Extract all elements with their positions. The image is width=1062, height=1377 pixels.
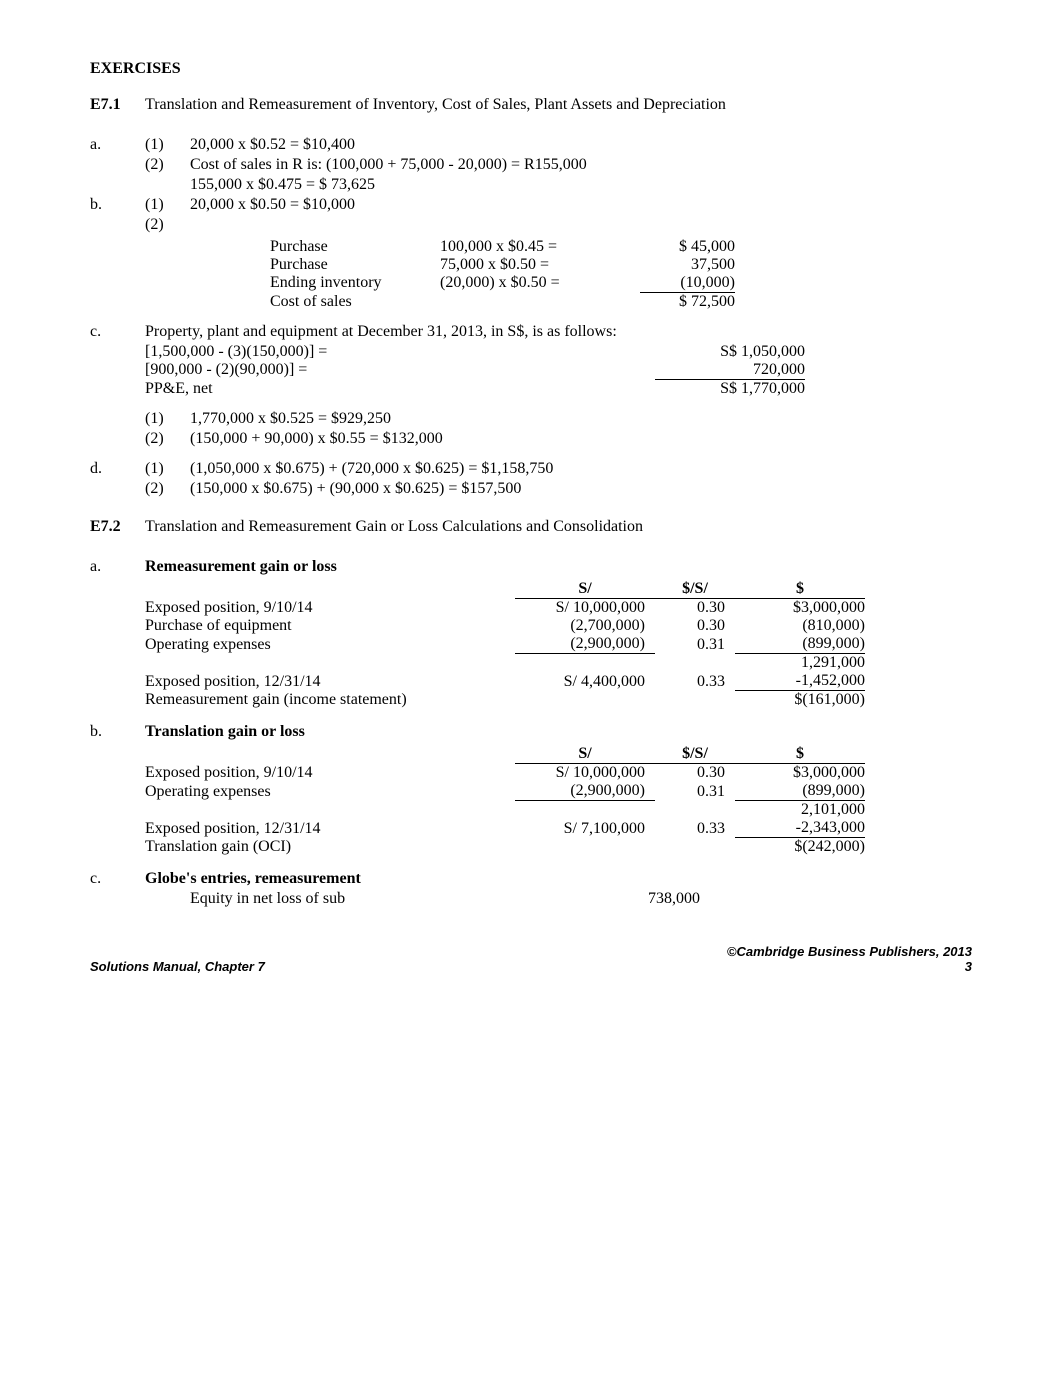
rb-heading: Translation gain or loss <box>145 723 305 740</box>
exercises-heading: EXERCISES <box>90 60 972 78</box>
cell: Equity in net loss of sub <box>190 890 590 908</box>
item-c-label: c. <box>90 323 145 341</box>
item-a2-num: (2) <box>145 156 190 174</box>
item-a2-text: Cost of sales in R is: (100,000 + 75,000… <box>190 156 972 174</box>
e72-num: E7.2 <box>90 518 145 536</box>
ra-heading: Remeasurement gain or loss <box>145 558 337 575</box>
cell: (899,000) <box>735 635 865 654</box>
cell: 0.31 <box>655 783 735 801</box>
rb-label: b. <box>90 723 145 741</box>
item-d-label: d. <box>90 460 145 478</box>
cell: (2,700,000) <box>515 617 655 635</box>
cell: 720,000 <box>655 361 805 380</box>
cell: Translation gain (OCI) <box>145 838 515 856</box>
cell: $ 45,000 <box>640 238 735 256</box>
item-d1-num: (1) <box>145 460 190 478</box>
cell: $3,000,000 <box>735 764 865 782</box>
cell: 0.30 <box>655 764 735 782</box>
cell: $(161,000) <box>735 691 865 709</box>
item-b1-text: 20,000 x $0.50 = $10,000 <box>190 196 972 214</box>
cell: (810,000) <box>735 617 865 635</box>
cell: Remeasurement gain (income statement) <box>145 691 515 709</box>
cell: 2,101,000 <box>735 801 865 819</box>
cell: (20,000) x $0.50 = <box>440 274 640 293</box>
e71-num: E7.1 <box>90 96 145 114</box>
item-c1-num: (1) <box>145 410 190 428</box>
ra-label: a. <box>90 558 145 576</box>
item-b2-num: (2) <box>145 216 190 234</box>
cell: PP&E, net <box>145 380 655 398</box>
rc-heading: Globe's entries, remeasurement <box>145 870 361 887</box>
cell: (2,900,000) <box>515 782 655 801</box>
item-a1-text: 20,000 x $0.52 = $10,400 <box>190 136 972 154</box>
item-c-intro: Property, plant and equipment at Decembe… <box>145 323 972 341</box>
footer-right: ©Cambridge Business Publishers, 2013 <box>727 944 972 959</box>
cell: Purchase <box>270 238 440 256</box>
cell: (2,900,000) <box>515 635 655 654</box>
cell: Purchase <box>270 256 440 274</box>
col-s: S/ <box>515 580 655 599</box>
cell: Operating expenses <box>145 783 515 801</box>
col-s: S/ <box>515 745 655 764</box>
footer-page: 3 <box>727 959 972 974</box>
item-c2-text: (150,000 + 90,000) x $0.55 = $132,000 <box>190 430 972 448</box>
cell: Operating expenses <box>145 636 515 654</box>
item-b1-num: (1) <box>145 196 190 214</box>
cell: S/ 4,400,000 <box>515 673 655 691</box>
cell: 0.30 <box>655 599 735 617</box>
cell: (899,000) <box>735 782 865 801</box>
rc-label: c. <box>90 870 145 888</box>
item-d2-text: (150,000 x $0.675) + (90,000 x $0.625) =… <box>190 480 972 498</box>
cell: 0.33 <box>655 673 735 691</box>
cell: S/ 10,000,000 <box>515 599 655 617</box>
cell: [1,500,000 - (3)(150,000)] = <box>145 343 655 361</box>
e72-title: Translation and Remeasurement Gain or Lo… <box>145 518 972 536</box>
cell: 1,291,000 <box>735 654 865 672</box>
cell: $ 72,500 <box>640 293 735 311</box>
cell: Ending inventory <box>270 274 440 293</box>
purchase-table: Purchase 100,000 x $0.45 = $ 45,000 Purc… <box>270 238 972 311</box>
footer-left: Solutions Manual, Chapter 7 <box>90 959 265 974</box>
col-ss: $/S/ <box>655 580 735 599</box>
cell: -1,452,000 <box>735 672 865 691</box>
item-d1-text: (1,050,000 x $0.675) + (720,000 x $0.625… <box>190 460 972 478</box>
cell: Purchase of equipment <box>145 617 515 635</box>
item-c1-text: 1,770,000 x $0.525 = $929,250 <box>190 410 972 428</box>
item-a-label: a. <box>90 136 145 154</box>
item-a2b-text: 155,000 x $0.475 = $ 73,625 <box>190 176 972 194</box>
cell: (10,000) <box>640 274 735 293</box>
cell: Exposed position, 9/10/14 <box>145 764 515 782</box>
item-c2-num: (2) <box>145 430 190 448</box>
cell: [900,000 - (2)(90,000)] = <box>145 361 655 380</box>
cell: S/ 10,000,000 <box>515 764 655 782</box>
col-ss: $/S/ <box>655 745 735 764</box>
cell: 738,000 <box>590 890 700 908</box>
e71-title: Translation and Remeasurement of Invento… <box>145 96 972 114</box>
col-d: $ <box>735 580 865 599</box>
cell: Exposed position, 12/31/14 <box>145 673 515 691</box>
cell: Exposed position, 9/10/14 <box>145 599 515 617</box>
cell: 75,000 x $0.50 = <box>440 256 640 274</box>
cell: 0.30 <box>655 617 735 635</box>
cell: 37,500 <box>640 256 735 274</box>
item-b-label: b. <box>90 196 145 214</box>
item-a1-num: (1) <box>145 136 190 154</box>
item-d2-num: (2) <box>145 480 190 498</box>
cell: S$ 1,770,000 <box>655 380 805 398</box>
cell: 0.31 <box>655 636 735 654</box>
cell: $(242,000) <box>735 838 865 856</box>
cell: 100,000 x $0.45 = <box>440 238 640 256</box>
cell: Cost of sales <box>270 293 440 311</box>
cell: S/ 7,100,000 <box>515 820 655 838</box>
cell: 0.33 <box>655 820 735 838</box>
cell: S$ 1,050,000 <box>655 343 805 361</box>
cell: $3,000,000 <box>735 599 865 617</box>
cell: Exposed position, 12/31/14 <box>145 820 515 838</box>
cell: -2,343,000 <box>735 819 865 838</box>
col-d: $ <box>735 745 865 764</box>
